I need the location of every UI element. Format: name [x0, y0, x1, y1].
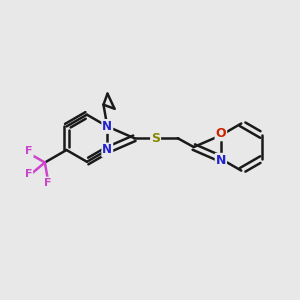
- Text: F: F: [25, 146, 33, 156]
- Text: N: N: [216, 154, 226, 167]
- Text: F: F: [44, 178, 52, 188]
- Text: N: N: [102, 120, 112, 133]
- Text: N: N: [102, 143, 112, 157]
- Text: S: S: [151, 132, 160, 145]
- Text: F: F: [25, 169, 32, 179]
- Text: O: O: [216, 127, 226, 140]
